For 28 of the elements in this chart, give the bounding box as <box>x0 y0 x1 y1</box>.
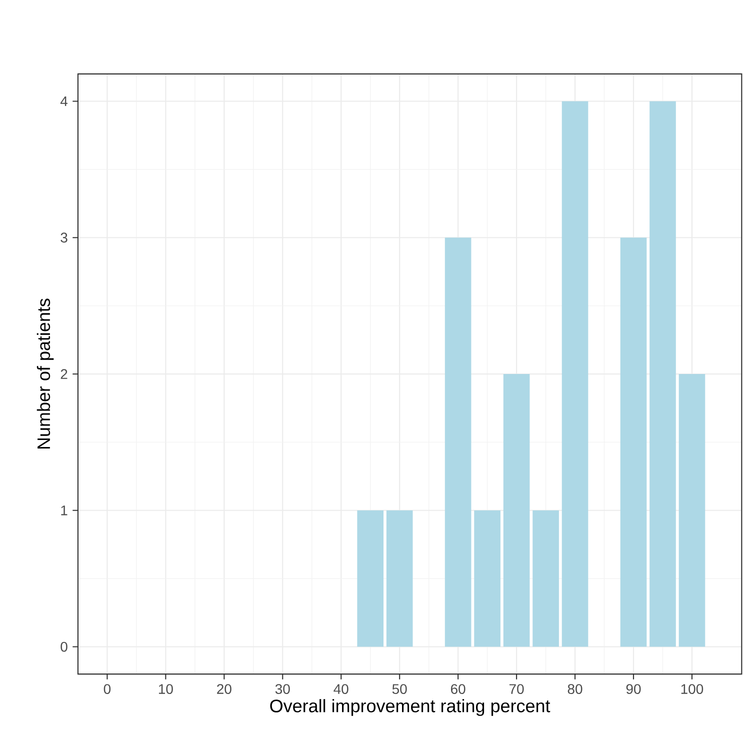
y-tick-label: 2 <box>61 369 68 379</box>
bar <box>445 238 472 647</box>
x-tick-label: 0 <box>104 684 111 694</box>
bar <box>620 238 647 647</box>
x-axis-title: Overall improvement rating percent <box>270 699 550 716</box>
x-tick-label: 40 <box>334 684 348 694</box>
y-tick-label: 4 <box>60 96 68 106</box>
bar <box>678 374 706 647</box>
x-tick-label: 70 <box>510 684 524 694</box>
x-tick-label: 90 <box>626 684 641 694</box>
x-tick-label: 80 <box>568 684 582 694</box>
x-tick-label: 30 <box>276 684 290 694</box>
y-tick-label: 0 <box>60 642 68 652</box>
y-tick-label: 1 <box>61 506 68 516</box>
x-tick-label: 20 <box>217 684 232 694</box>
bar <box>562 101 588 647</box>
y-tick-label: 3 <box>60 232 68 243</box>
bar <box>504 374 530 647</box>
bar <box>532 510 560 647</box>
bar <box>650 101 676 647</box>
y-axis-title: Number of patients <box>37 298 54 449</box>
bar <box>386 510 413 647</box>
x-tick-label: 60 <box>451 684 466 694</box>
x-tick-label: 50 <box>392 684 407 694</box>
x-tick-label: 100 <box>682 684 704 694</box>
x-tick-label: 10 <box>159 684 174 694</box>
bar <box>474 510 501 647</box>
bar <box>357 510 384 647</box>
